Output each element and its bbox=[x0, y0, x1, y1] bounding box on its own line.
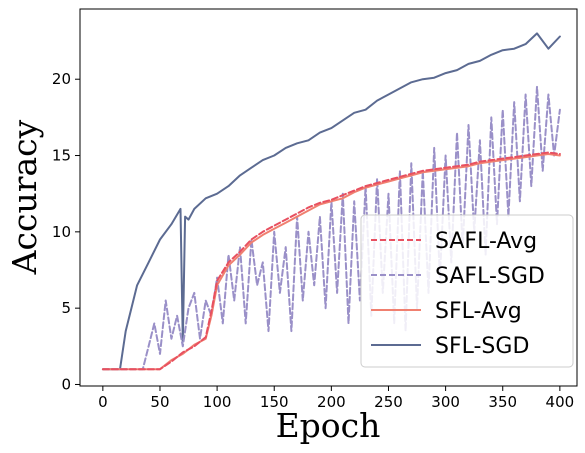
series-line-safl-avg bbox=[101, 151, 561, 371]
x-tick-label: 300 bbox=[431, 393, 460, 411]
legend-box bbox=[360, 214, 574, 368]
y-tick-label: 20 bbox=[52, 70, 71, 88]
series-layer bbox=[101, 32, 561, 371]
plot-frame bbox=[79, 8, 578, 387]
x-tick-label: 100 bbox=[203, 393, 232, 411]
legend-items: SAFL-Avg SAFL-SGD SFL-Avg SFL-SGD bbox=[371, 229, 545, 359]
x-tick-label: 150 bbox=[260, 393, 289, 411]
x-tick-label: 250 bbox=[374, 393, 403, 411]
x-tick-label: 50 bbox=[150, 393, 169, 411]
y-tick-label: 10 bbox=[52, 223, 71, 241]
legend-label-sfl-sgd: SFL-SGD bbox=[435, 334, 529, 359]
x-axis-title: Epoch bbox=[276, 406, 381, 445]
y-tick-label: 5 bbox=[61, 299, 71, 317]
y-axis: 0 5 10 15 20 bbox=[52, 70, 80, 393]
y-axis-title: Accuracy bbox=[5, 119, 44, 275]
legend-label-safl-avg: SAFL-Avg bbox=[435, 229, 537, 254]
y-tick-label: 15 bbox=[52, 147, 71, 165]
series-line-sfl-sgd bbox=[101, 32, 561, 371]
x-axis: 0 50 100 150 200 250 300 350 400 bbox=[98, 386, 574, 411]
x-tick-label: 200 bbox=[317, 393, 346, 411]
legend-label-safl-sgd: SAFL-SGD bbox=[435, 264, 545, 289]
x-tick-label: 350 bbox=[488, 393, 517, 411]
x-tick-label: 0 bbox=[98, 393, 108, 411]
legend-label-sfl-avg: SFL-Avg bbox=[435, 299, 522, 324]
x-tick-label: 400 bbox=[546, 393, 575, 411]
y-tick-label: 0 bbox=[61, 375, 71, 393]
series-line-safl-sgd bbox=[101, 85, 561, 371]
legend: SAFL-Avg SAFL-SGD SFL-Avg SFL-SGD bbox=[360, 214, 574, 368]
